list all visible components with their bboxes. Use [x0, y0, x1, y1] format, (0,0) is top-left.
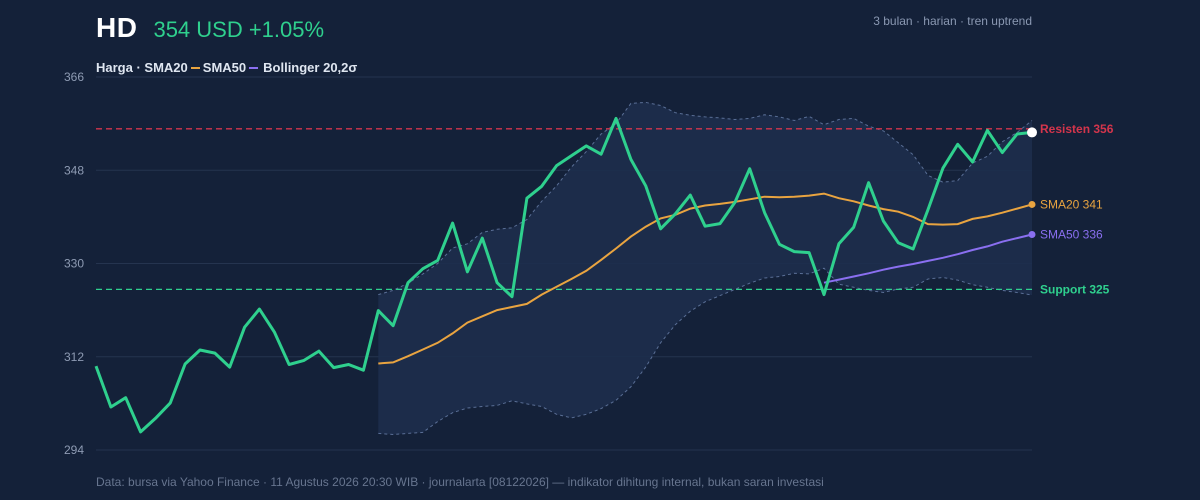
legend-sma50-swatch: [249, 66, 259, 69]
resisten-label: Resisten 356: [1040, 122, 1114, 136]
legend-sma20-swatch: [190, 66, 200, 69]
legend-price: Harga: [96, 60, 133, 75]
y-tick-label-366: 366: [64, 70, 84, 84]
legend-separator: ·: [132, 60, 145, 75]
footer-source: Data: bursa via Yahoo Finance · 11 Agust…: [96, 475, 824, 489]
y-tick-label-348: 348: [64, 163, 84, 177]
sma50-end-dot: [1028, 230, 1036, 238]
bollinger-lower-line: [378, 267, 1033, 436]
legend-sma50: SMA50: [202, 60, 247, 75]
support-label: Support 325: [1040, 282, 1110, 296]
price-change: 354 USD +1.05%: [153, 17, 325, 42]
y-tick-label-330: 330: [64, 257, 84, 271]
y-tick-label-294: 294: [64, 443, 84, 457]
sma50-end-label: SMA50 336: [1040, 227, 1103, 241]
legend-sma20: SMA20: [144, 60, 188, 75]
sma20-end-label: SMA20 341: [1040, 197, 1103, 211]
chart-header: HD 354 USD +1.05%: [96, 12, 324, 44]
price-end-dot: [1027, 127, 1037, 138]
bollinger-band-fill: [378, 102, 1032, 435]
chart-meta: 3 bulan · harian · tren uptrend: [873, 14, 1032, 28]
ticker-symbol: HD: [96, 12, 138, 43]
legend: Harga · SMA20 SMA50 Bollinger 20,2σ: [96, 60, 357, 75]
y-tick-label-312: 312: [64, 350, 84, 364]
bollinger-upper-line: [378, 101, 1033, 296]
legend-bollinger: Bollinger 20,2σ: [263, 60, 358, 75]
price-line: [94, 116, 1033, 434]
sma20-end-dot: [1028, 200, 1036, 208]
sma50-line: [823, 233, 1033, 284]
